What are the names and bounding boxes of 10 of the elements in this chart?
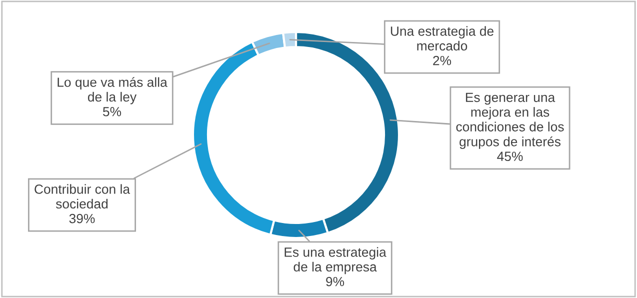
- slice-label: Es una estrategia de la empresa: [284, 247, 386, 274]
- data-label: 2%: [433, 56, 452, 66]
- data-label: 45%: [497, 152, 523, 162]
- data-label: 39%: [69, 214, 95, 224]
- slice-label: Es generar una mejora en las condiciones de los grupos de interés: [456, 92, 564, 149]
- slice-label: Contribuir con la sociedad: [34, 184, 130, 209]
- slice-label: Lo que va más alla de la ley: [58, 77, 168, 104]
- slice-label: Una estrategia de mercado: [390, 26, 494, 51]
- data-label: 9%: [326, 276, 344, 286]
- data-label: 5%: [102, 107, 122, 116]
